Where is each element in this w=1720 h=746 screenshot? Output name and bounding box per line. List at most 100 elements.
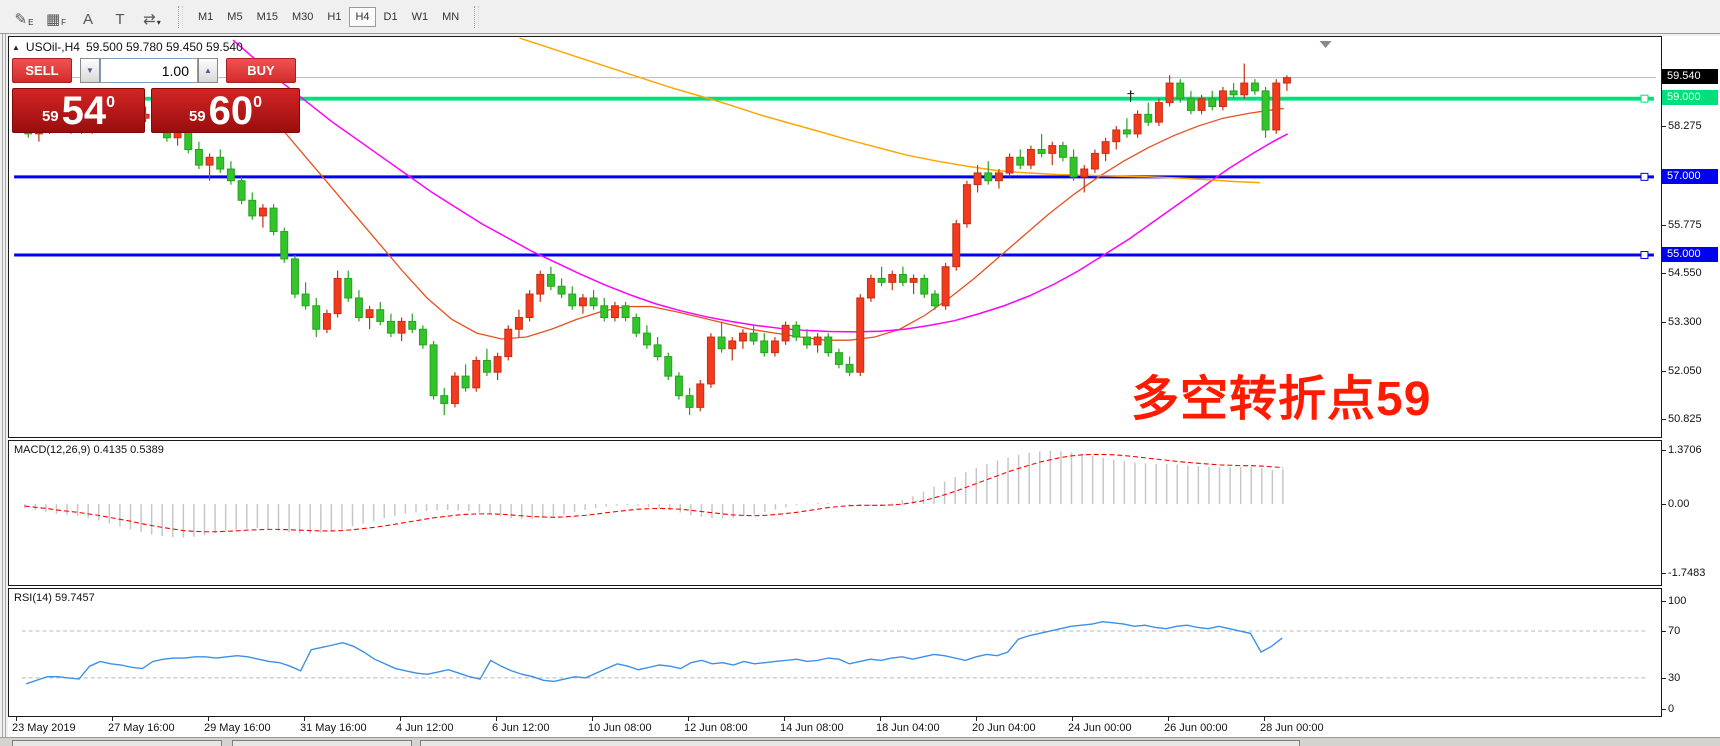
level-line-handle[interactable] xyxy=(1640,172,1649,181)
chart-tab-strip[interactable] xyxy=(0,737,1720,746)
ask-prefix: 59 xyxy=(188,108,206,125)
ask-superscript: 0 xyxy=(253,93,263,111)
one-click-trade-panel: ▲ USOil-,H4 59.500 59.780 59.450 59.540 … xyxy=(12,40,300,133)
timeframe-button-m30[interactable]: M30 xyxy=(291,10,314,23)
bid-big-digits: 54 xyxy=(61,88,107,133)
price-tick-label: 54.550 xyxy=(1668,266,1702,279)
macd-axis-tickmark xyxy=(1662,573,1666,574)
date-tickmark xyxy=(1072,717,1073,721)
date-tickmark xyxy=(784,717,785,721)
price-tickmark xyxy=(1662,272,1666,274)
date-label: 27 May 16:00 xyxy=(108,722,175,734)
date-label: 24 Jun 00:00 xyxy=(1068,722,1132,734)
collapse-arrow-icon[interactable]: ▲ xyxy=(12,42,20,52)
timeframe-button-m15[interactable]: M15 xyxy=(256,10,278,23)
chart-shift-triangle-icon[interactable] xyxy=(1319,40,1332,48)
ma-slow-magenta xyxy=(232,39,1289,333)
candlestick-canvas[interactable]: † xyxy=(9,37,1661,437)
rsi-canvas xyxy=(21,620,1648,685)
price-tick-label: 58.275 xyxy=(1668,120,1702,133)
toolbar-separator xyxy=(474,5,480,28)
date-label: 6 Jun 12:00 xyxy=(492,722,550,734)
date-label: 28 Jun 00:00 xyxy=(1260,722,1324,734)
price-tickmark xyxy=(1662,419,1666,421)
timeframe-button-m5[interactable]: M5 xyxy=(227,10,243,23)
rsi-axis-label: 100 xyxy=(1668,595,1687,607)
timeframe-button-m1[interactable]: M1 xyxy=(198,10,214,23)
chart-tab[interactable] xyxy=(12,740,222,746)
date-label: 29 May 16:00 xyxy=(204,722,271,734)
buy-button[interactable]: BUY xyxy=(226,58,296,83)
date-tickmark xyxy=(592,717,593,721)
date-tickmark xyxy=(400,717,401,721)
timeframe-button-h1[interactable]: H1 xyxy=(327,10,342,23)
date-label: 20 Jun 04:00 xyxy=(972,722,1036,734)
date-tickmark xyxy=(1168,717,1169,721)
rsi-axis-label: 30 xyxy=(1668,672,1681,684)
price-tick-label: 52.050 xyxy=(1668,364,1702,377)
date-tickmark xyxy=(688,717,689,721)
text-label-icon[interactable]: A xyxy=(82,11,93,28)
fibonacci-grid-icon-sub: F xyxy=(61,18,67,27)
price-tick-label: 55.775 xyxy=(1668,218,1702,231)
date-tickmark xyxy=(1264,717,1265,721)
draw-objects-icon[interactable]: ✎ E xyxy=(14,11,34,28)
timeframe-button-d1[interactable]: D1 xyxy=(383,10,398,23)
timeframe-group: M1 M5 M15 M30 H1 H4 D1 W1 MN xyxy=(191,6,466,27)
chart-title: ▲ USOil-,H4 59.500 59.780 59.450 59.540 xyxy=(12,40,300,54)
macd-axis-tickmark xyxy=(1662,450,1666,451)
volume-decrease-button[interactable]: ▼ xyxy=(80,58,100,83)
date-axis[interactable]: 23 May 2019 27 May 16:00 29 May 16:00 31 Ma… xyxy=(8,717,1662,737)
macd-axis-label: -1.7483 xyxy=(1668,567,1706,579)
chart-tab[interactable] xyxy=(420,740,1300,746)
rsi-label: RSI(14) 59.7457 xyxy=(14,592,95,604)
macd-canvas xyxy=(24,450,1284,538)
timeframe-button-h4[interactable]: H4 xyxy=(349,6,376,27)
volume-increase-button[interactable]: ▲ xyxy=(198,58,218,83)
symbol-label: USOil-,H4 xyxy=(25,40,80,54)
text-box-icon[interactable]: T xyxy=(115,11,125,28)
ask-price-box[interactable]: 59 60 0 xyxy=(151,88,300,133)
timeframe-button-w1[interactable]: W1 xyxy=(411,10,429,23)
chart-tab[interactable] xyxy=(232,740,412,746)
timeframe-button-mn[interactable]: MN xyxy=(442,10,460,23)
bid-price-box[interactable]: 59 54 0 xyxy=(12,88,145,133)
fibonacci-grid-icon[interactable]: ▦ F xyxy=(45,11,67,28)
bid-superscript: 0 xyxy=(106,93,116,111)
price-level-badge: 59.000 xyxy=(1662,90,1718,105)
rsi-axis-label: 0 xyxy=(1668,703,1675,715)
bid-prefix: 59 xyxy=(41,108,59,125)
macd-label: MACD(12,26,9) 0.4135 0.5389 xyxy=(14,444,164,456)
price-tick-label: 53.300 xyxy=(1668,315,1702,328)
date-tickmark xyxy=(112,717,113,721)
date-tickmark xyxy=(304,717,305,721)
rsi-line xyxy=(26,620,1283,685)
price-tickmark xyxy=(1662,321,1666,323)
level-line-handle[interactable] xyxy=(1640,251,1649,259)
rsi-axis-tickmark xyxy=(1662,678,1666,679)
drawing-tools-group: ✎ E ▦ F A T ⇄ ▾ xyxy=(10,4,170,29)
volume-input[interactable] xyxy=(100,58,198,83)
sell-button[interactable]: SELL xyxy=(12,58,72,83)
date-tickmark xyxy=(496,717,497,721)
date-label: 18 Jun 04:00 xyxy=(876,722,940,734)
price-tickmark xyxy=(1662,224,1666,226)
date-label: 12 Jun 08:00 xyxy=(684,722,748,734)
date-label: 23 May 2019 xyxy=(12,722,76,734)
date-label: 10 Jun 08:00 xyxy=(588,722,652,734)
current-price-badge: 59.540 xyxy=(1662,68,1718,84)
price-axis[interactable]: 58.275 55.775 54.550 53.300 52.050 50.825 59.0… xyxy=(1662,36,1720,737)
price-level-badge: 55.000 xyxy=(1662,247,1718,263)
macd-axis-label: 1.3706 xyxy=(1668,444,1702,456)
level-line-handle[interactable] xyxy=(1640,94,1649,103)
rsi-axis-tickmark xyxy=(1662,601,1666,602)
date-label: 31 May 16:00 xyxy=(300,722,367,734)
macd-indicator-panel[interactable]: MACD(12,26,9) 0.4135 0.5389 xyxy=(8,440,1662,586)
date-tickmark xyxy=(880,717,881,721)
price-tickmark xyxy=(1662,370,1666,372)
left-splitter[interactable] xyxy=(0,34,8,746)
rsi-indicator-panel[interactable]: RSI(14) 59.7457 xyxy=(8,588,1662,717)
crosshair-marker: † xyxy=(1127,89,1135,106)
ask-big-digits: 60 xyxy=(208,88,254,133)
cursor-mode-icon[interactable]: ⇄ ▾ xyxy=(143,11,161,28)
